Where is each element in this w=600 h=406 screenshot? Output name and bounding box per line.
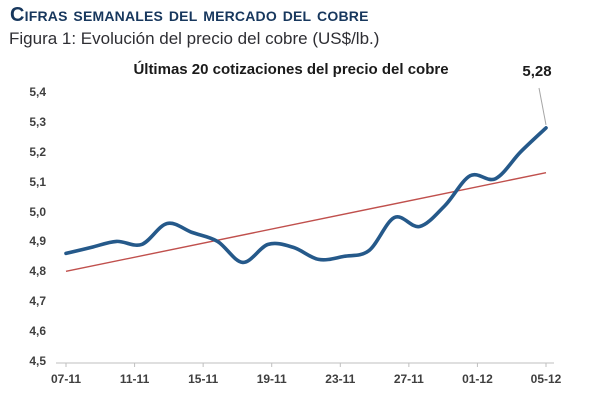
y-tick-label: 5,2 (29, 144, 46, 159)
y-tick-label: 4,9 (29, 234, 46, 249)
x-tick-label: 19-11 (256, 372, 287, 386)
y-tick-label: 5,3 (29, 114, 46, 129)
x-tick-label: 01-12 (462, 372, 493, 386)
price-series-line (64, 126, 548, 265)
x-tick-label: 15-11 (188, 372, 219, 386)
y-tick-label: 4,6 (29, 324, 46, 339)
figure-caption: Figura 1: Evolución del precio del cobre… (9, 29, 380, 48)
x-tick-label: 23-11 (325, 372, 356, 386)
trend-line (65, 172, 547, 273)
chart-title: Últimas 20 cotizaciones del precio del c… (133, 61, 449, 78)
data-label-leader-line (538, 87, 547, 125)
x-tick-label: 07-11 (50, 372, 82, 386)
y-tick-label: 5,1 (29, 174, 46, 189)
page-title: Cifras semanales del mercado del cobre (10, 4, 369, 26)
y-tick-label: 5,4 (29, 85, 46, 99)
x-tick-label: 11-11 (119, 372, 150, 386)
last-point-data-label: 5,28 (522, 63, 552, 80)
y-tick-label: 4,8 (29, 264, 46, 279)
y-tick-label: 4,7 (29, 294, 46, 309)
y-tick-label: 5,0 (29, 204, 46, 219)
x-tick-label: 27-11 (393, 372, 424, 386)
x-tick-label: 05-12 (530, 372, 562, 386)
y-tick-label: 4,5 (29, 354, 46, 368)
